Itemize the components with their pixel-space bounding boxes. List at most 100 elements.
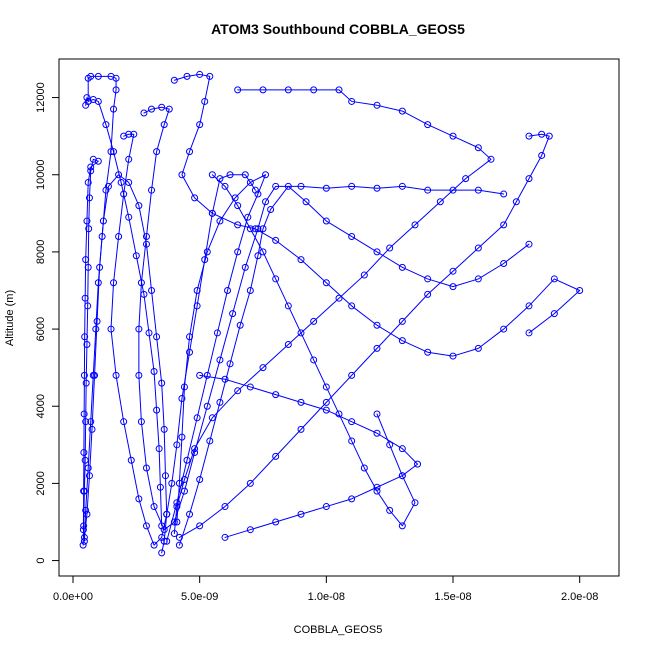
- data-point: [272, 518, 280, 526]
- data-point: [170, 76, 178, 84]
- data-point: [203, 371, 211, 379]
- x-tick-label: 0.0e+00: [53, 591, 93, 603]
- data-point: [360, 271, 368, 279]
- data-point: [135, 325, 143, 333]
- data-point: [284, 182, 292, 190]
- data-point: [386, 441, 394, 449]
- data-point: [348, 302, 356, 310]
- data-point: [80, 371, 88, 379]
- data-point: [148, 286, 156, 294]
- data-point: [137, 418, 145, 426]
- data-point: [221, 375, 229, 383]
- data-point: [474, 144, 482, 152]
- data-point: [216, 217, 224, 225]
- data-point: [398, 445, 406, 453]
- data-point: [398, 522, 406, 530]
- data-point: [411, 221, 419, 229]
- data-point: [94, 279, 102, 287]
- series-line-11: [199, 374, 419, 538]
- data-point: [373, 101, 381, 109]
- data-point: [224, 286, 232, 294]
- data-point: [83, 341, 91, 349]
- data-point: [414, 460, 422, 468]
- data-point: [322, 217, 330, 225]
- data-point: [80, 449, 88, 457]
- data-point: [267, 205, 275, 213]
- data-point: [398, 472, 406, 480]
- data-point: [373, 184, 381, 192]
- data-point: [140, 109, 148, 117]
- data-point: [206, 437, 214, 445]
- data-point: [373, 321, 381, 329]
- data-point: [178, 395, 186, 403]
- data-point: [142, 240, 150, 248]
- data-point: [94, 97, 102, 105]
- data-point: [284, 302, 292, 310]
- data-point: [160, 121, 168, 129]
- data-point: [191, 194, 199, 202]
- data-point: [130, 130, 138, 138]
- data-point: [234, 248, 242, 256]
- y-tick-label: 6000: [35, 317, 47, 341]
- data-point: [386, 244, 394, 252]
- data-point: [500, 325, 508, 333]
- data-point: [322, 406, 330, 414]
- data-point: [180, 383, 188, 391]
- data-point: [259, 248, 267, 256]
- y-tick-label: 0: [35, 558, 47, 564]
- data-point: [424, 121, 432, 129]
- data-point: [254, 252, 262, 260]
- series-line-6: [173, 89, 492, 535]
- data-point: [98, 232, 106, 240]
- data-point: [183, 456, 191, 464]
- data-point: [462, 175, 470, 183]
- data-point: [135, 495, 143, 503]
- data-point: [213, 329, 221, 337]
- data-point: [158, 103, 166, 111]
- series-line-9: [178, 185, 530, 546]
- data-point: [550, 310, 558, 318]
- x-axis: 0.0e+00 5.0e-09 1.0e-08 1.5e-08 2.0e-08: [53, 575, 598, 603]
- data-point: [163, 537, 171, 545]
- data-point: [206, 72, 214, 80]
- data-point: [348, 437, 356, 445]
- data-point: [186, 333, 194, 341]
- data-point: [158, 549, 166, 557]
- data-point: [449, 132, 457, 140]
- data-point: [246, 526, 254, 534]
- data-point: [85, 472, 93, 480]
- data-point: [272, 391, 280, 399]
- data-point: [272, 182, 280, 190]
- series-line-1: [82, 158, 168, 554]
- data-point: [525, 329, 533, 337]
- data-point: [173, 518, 181, 526]
- data-point: [424, 348, 432, 356]
- data-point: [88, 425, 96, 433]
- data-point: [186, 148, 194, 156]
- data-point: [310, 356, 318, 364]
- data-point: [234, 387, 242, 395]
- data-point: [272, 236, 280, 244]
- data-point: [251, 225, 259, 233]
- data-point: [150, 503, 158, 511]
- data-point: [500, 259, 508, 267]
- data-point: [525, 240, 533, 248]
- data-point: [79, 526, 87, 534]
- data-point: [168, 479, 176, 487]
- data-point: [142, 232, 150, 240]
- plot-frame: [58, 58, 620, 577]
- data-point: [348, 371, 356, 379]
- data-point: [246, 225, 254, 233]
- data-point: [132, 252, 140, 260]
- data-point: [150, 541, 158, 549]
- data-point: [398, 263, 406, 271]
- data-point: [85, 225, 93, 233]
- data-point: [449, 283, 457, 291]
- data-point: [125, 213, 133, 221]
- data-point: [87, 418, 95, 426]
- data-point: [83, 217, 91, 225]
- data-point: [545, 132, 553, 140]
- data-point: [183, 72, 191, 80]
- data-point: [525, 302, 533, 310]
